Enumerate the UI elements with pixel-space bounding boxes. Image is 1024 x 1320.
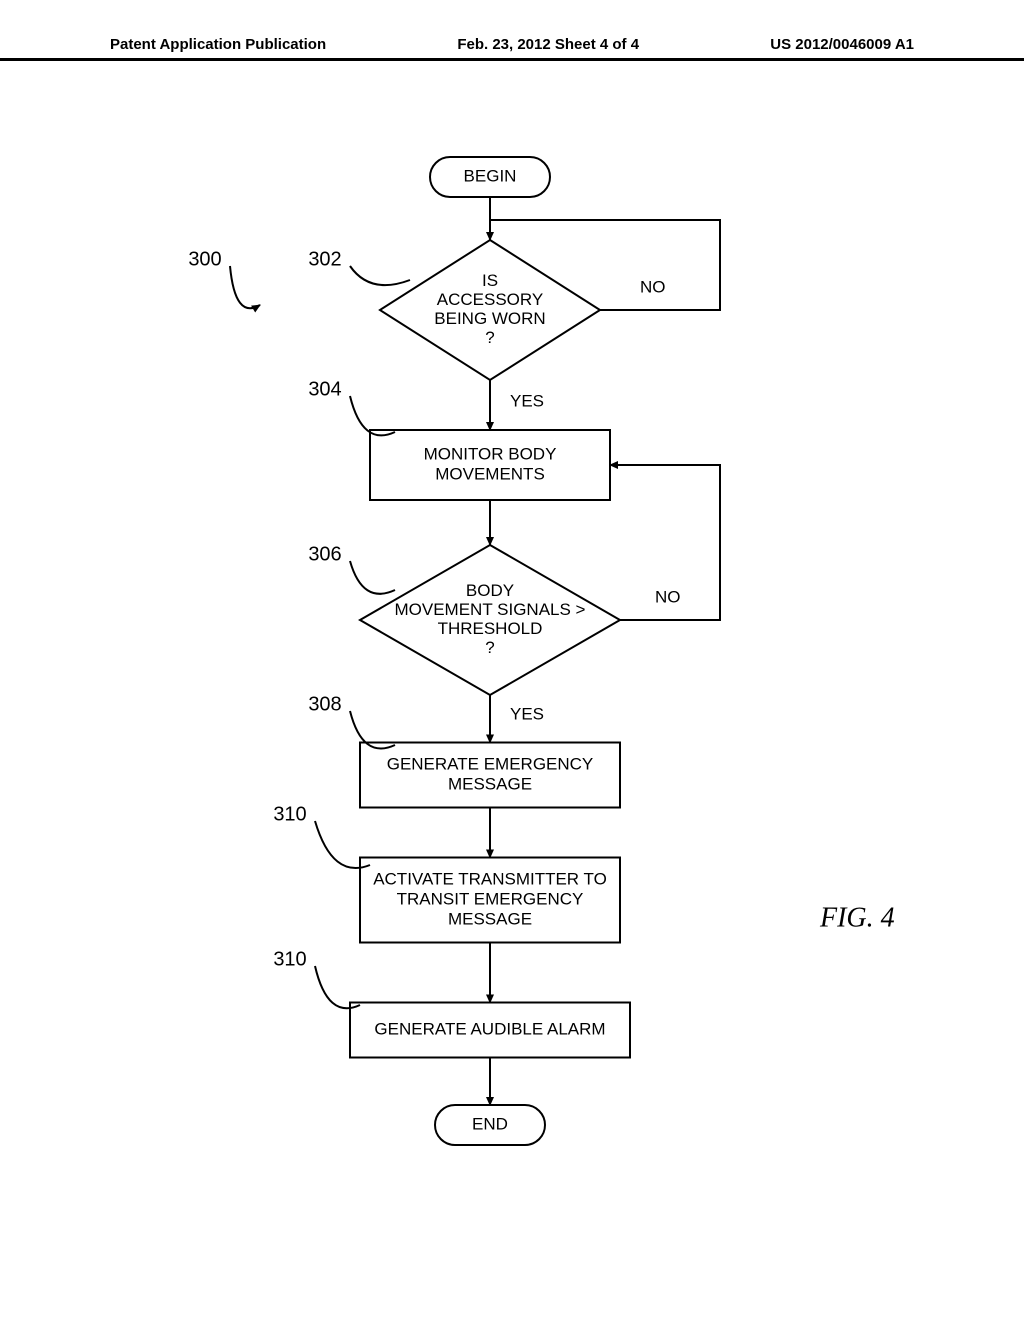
- flowchart-canvas: BEGINISACCESSORYBEING WORN?MONITOR BODYM…: [0, 130, 1024, 1280]
- svg-text:NO: NO: [655, 587, 681, 606]
- svg-text:FIG. 4: FIG. 4: [819, 902, 895, 933]
- svg-text:MOVEMENT SIGNALS >: MOVEMENT SIGNALS >: [395, 600, 586, 619]
- svg-text:MESSAGE: MESSAGE: [448, 909, 532, 928]
- svg-text:308: 308: [308, 693, 341, 715]
- svg-text:MONITOR BODY: MONITOR BODY: [424, 444, 557, 463]
- svg-text:GENERATE AUDIBLE ALARM: GENERATE AUDIBLE ALARM: [374, 1019, 605, 1038]
- svg-text:?: ?: [485, 638, 494, 657]
- svg-text:GENERATE EMERGENCY: GENERATE EMERGENCY: [387, 754, 594, 773]
- header-right: US 2012/0046009 A1: [770, 36, 914, 53]
- svg-text:END: END: [472, 1114, 508, 1133]
- svg-text:YES: YES: [510, 704, 544, 723]
- svg-text:MESSAGE: MESSAGE: [448, 774, 532, 793]
- header-center: Feb. 23, 2012 Sheet 4 of 4: [457, 36, 639, 53]
- svg-text:?: ?: [485, 328, 494, 347]
- svg-text:310: 310: [273, 948, 306, 970]
- svg-text:BEING WORN: BEING WORN: [434, 309, 545, 328]
- flowchart-svg: BEGINISACCESSORYBEING WORN?MONITOR BODYM…: [0, 130, 1024, 1280]
- svg-text:ACCESSORY: ACCESSORY: [437, 290, 543, 309]
- svg-text:BEGIN: BEGIN: [464, 166, 517, 185]
- svg-text:MOVEMENTS: MOVEMENTS: [435, 464, 545, 483]
- svg-text:TRANSIT EMERGENCY: TRANSIT EMERGENCY: [397, 889, 584, 908]
- svg-text:302: 302: [308, 248, 341, 270]
- page-header: Patent Application Publication Feb. 23, …: [0, 58, 1024, 61]
- svg-text:IS: IS: [482, 271, 498, 290]
- svg-text:YES: YES: [510, 391, 544, 410]
- svg-text:300: 300: [188, 248, 221, 270]
- svg-text:310: 310: [273, 803, 306, 825]
- svg-text:NO: NO: [640, 277, 666, 296]
- svg-text:306: 306: [308, 543, 341, 565]
- header-left: Patent Application Publication: [110, 36, 326, 53]
- svg-text:BODY: BODY: [466, 581, 514, 600]
- svg-text:304: 304: [308, 378, 341, 400]
- svg-text:THRESHOLD: THRESHOLD: [438, 619, 543, 638]
- svg-text:ACTIVATE TRANSMITTER TO: ACTIVATE TRANSMITTER TO: [373, 869, 607, 888]
